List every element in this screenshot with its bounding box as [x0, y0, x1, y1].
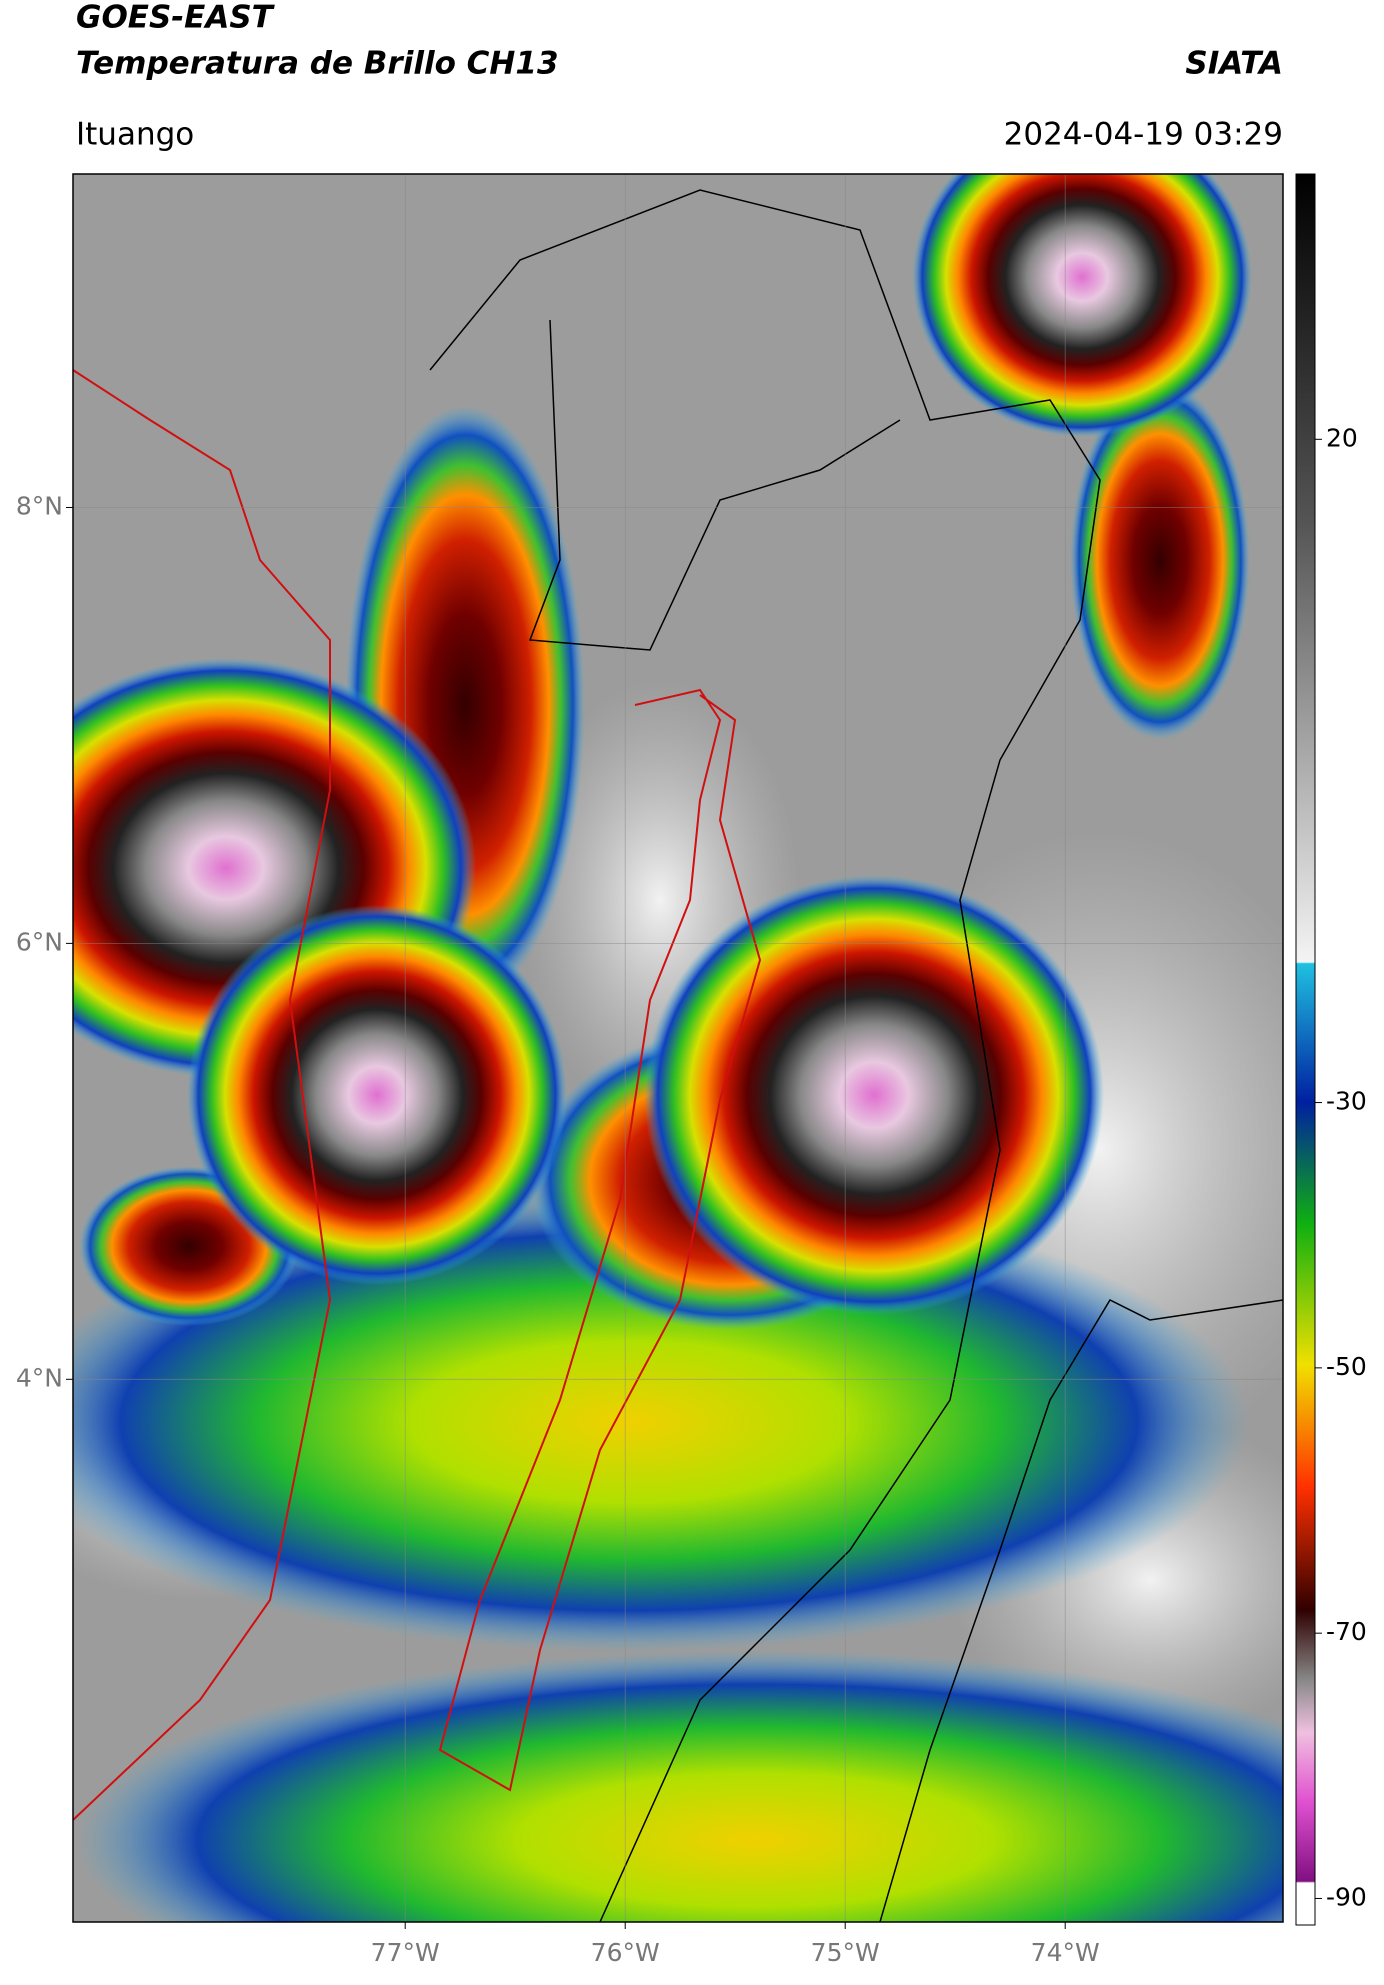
satellite-image	[73, 174, 1283, 1922]
location: Ituango	[76, 117, 194, 153]
department-border	[528, 319, 901, 651]
source: SIATA	[1185, 46, 1283, 82]
department-border	[73, 369, 332, 1821]
map-frame	[72, 173, 1284, 1923]
x-tick-label: 75°W	[811, 1938, 880, 1967]
colorbar-tick-label: -90	[1326, 1882, 1367, 1911]
colorbar	[1295, 173, 1316, 1926]
title: GOES-EAST	[76, 0, 276, 36]
department-border	[429, 189, 1101, 1922]
colorbar-tick-label: -50	[1326, 1352, 1367, 1381]
y-tick-label: 8°N	[16, 491, 63, 520]
x-tick-label: 77°W	[371, 1938, 440, 1967]
convective-cell	[187, 905, 567, 1285]
datetime: 2024-04-19 03:29	[1004, 117, 1283, 153]
colorbar-tick-label: -70	[1326, 1617, 1367, 1646]
department-border	[879, 1299, 1283, 1922]
cloud-band	[73, 1192, 1249, 1652]
subtitle: Temperatura de Brillo CH13	[76, 46, 559, 82]
labels: 77°W 76°W 75°W 74°W 4°N 6°N 8°N 20 -30 -50 -70 -90	[16, 423, 1367, 1967]
convective-cell	[912, 174, 1252, 437]
convective-cell	[644, 875, 1104, 1315]
y-tick-label: 6°N	[16, 927, 63, 956]
colorbar-tick-label: 20	[1326, 423, 1358, 452]
department-border	[438, 688, 762, 1792]
x-tick-label: 76°W	[591, 1938, 660, 1967]
cloud-band	[75, 1650, 1283, 1922]
colorbar-tick-label: -30	[1326, 1087, 1367, 1116]
convective-cell	[1070, 380, 1250, 740]
grid	[73, 174, 1283, 1922]
y-tick-label: 4°N	[16, 1363, 63, 1392]
x-tick-label: 74°W	[1031, 1938, 1100, 1967]
